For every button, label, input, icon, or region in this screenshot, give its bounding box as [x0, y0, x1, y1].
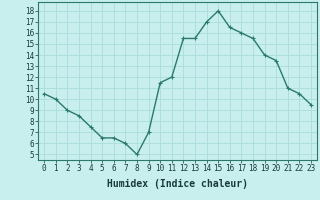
X-axis label: Humidex (Indice chaleur): Humidex (Indice chaleur) — [107, 179, 248, 189]
